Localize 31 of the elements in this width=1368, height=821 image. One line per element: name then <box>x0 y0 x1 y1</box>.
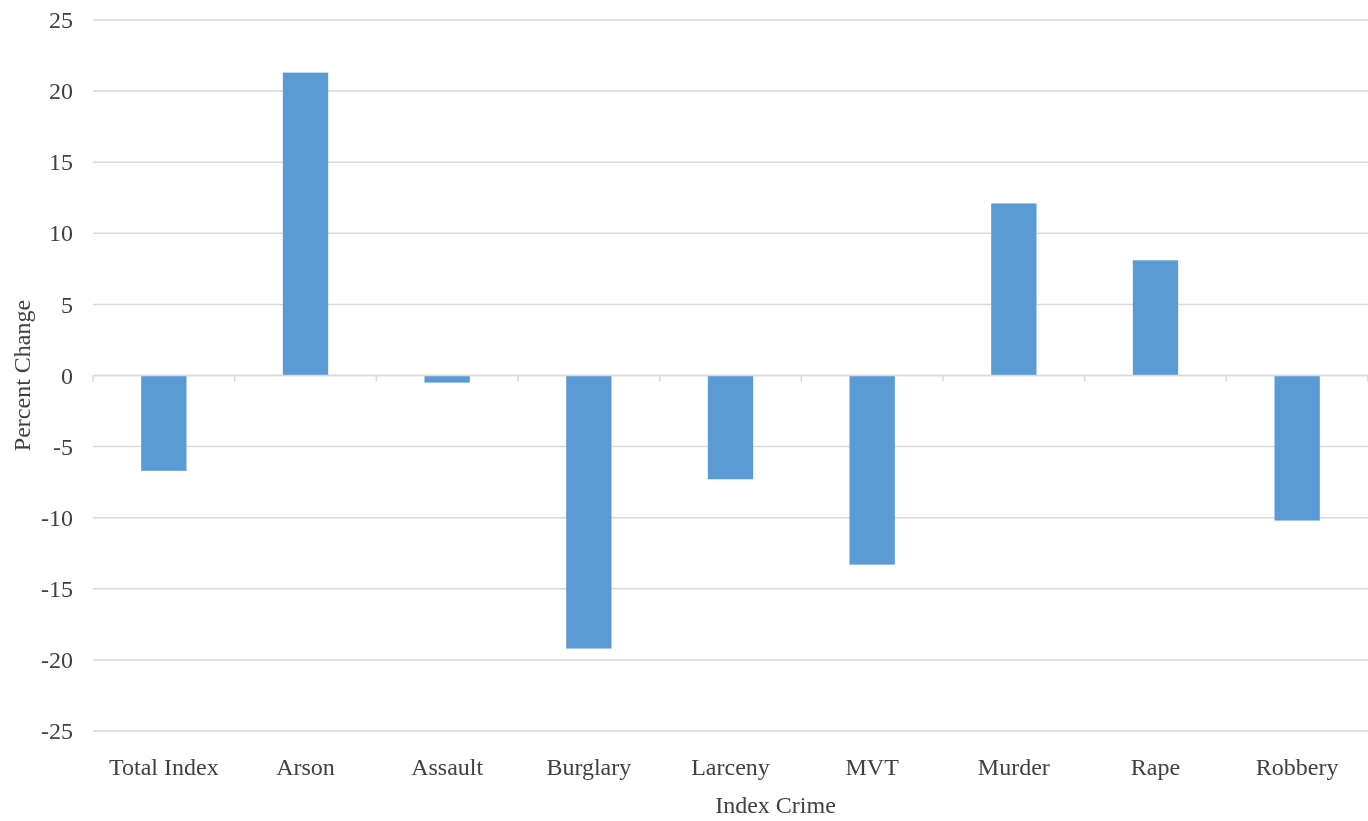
bar <box>282 72 329 376</box>
y-tick-label: -10 <box>41 504 73 531</box>
x-tick-label: Total Index <box>109 754 219 780</box>
y-tick-label: -20 <box>41 647 73 674</box>
y-tick-label: 5 <box>61 291 73 318</box>
bar <box>1274 375 1320 521</box>
y-tick-label: 0 <box>61 362 73 389</box>
x-tick-label: Burglary <box>546 754 632 780</box>
x-tick-label: Murder <box>977 754 1050 780</box>
x-tick-label: Rape <box>1130 754 1181 780</box>
bar <box>424 375 470 383</box>
x-tick-label: Larceny <box>691 754 770 780</box>
bar <box>991 203 1037 376</box>
y-tick-label: 20 <box>49 78 73 105</box>
y-tick-label: 25 <box>49 7 73 34</box>
bar <box>707 375 754 480</box>
y-tick-label: 10 <box>49 220 73 247</box>
bar <box>1132 260 1179 376</box>
bar <box>141 375 187 471</box>
y-tick-label: -5 <box>53 433 73 460</box>
x-axis-title: Index Crime <box>715 792 836 818</box>
bar <box>849 375 895 565</box>
y-tick-label: -25 <box>41 718 73 745</box>
x-tick-label: Assault <box>411 754 484 780</box>
x-tick-label: MVT <box>845 754 900 780</box>
y-axis-title: Percent Change <box>9 299 35 452</box>
y-tick-label: 15 <box>49 149 73 176</box>
y-tick-label: -15 <box>41 575 73 602</box>
bar <box>566 375 612 649</box>
x-tick-label: Arson <box>276 754 335 780</box>
x-tick-label: Robbery <box>1255 754 1339 780</box>
